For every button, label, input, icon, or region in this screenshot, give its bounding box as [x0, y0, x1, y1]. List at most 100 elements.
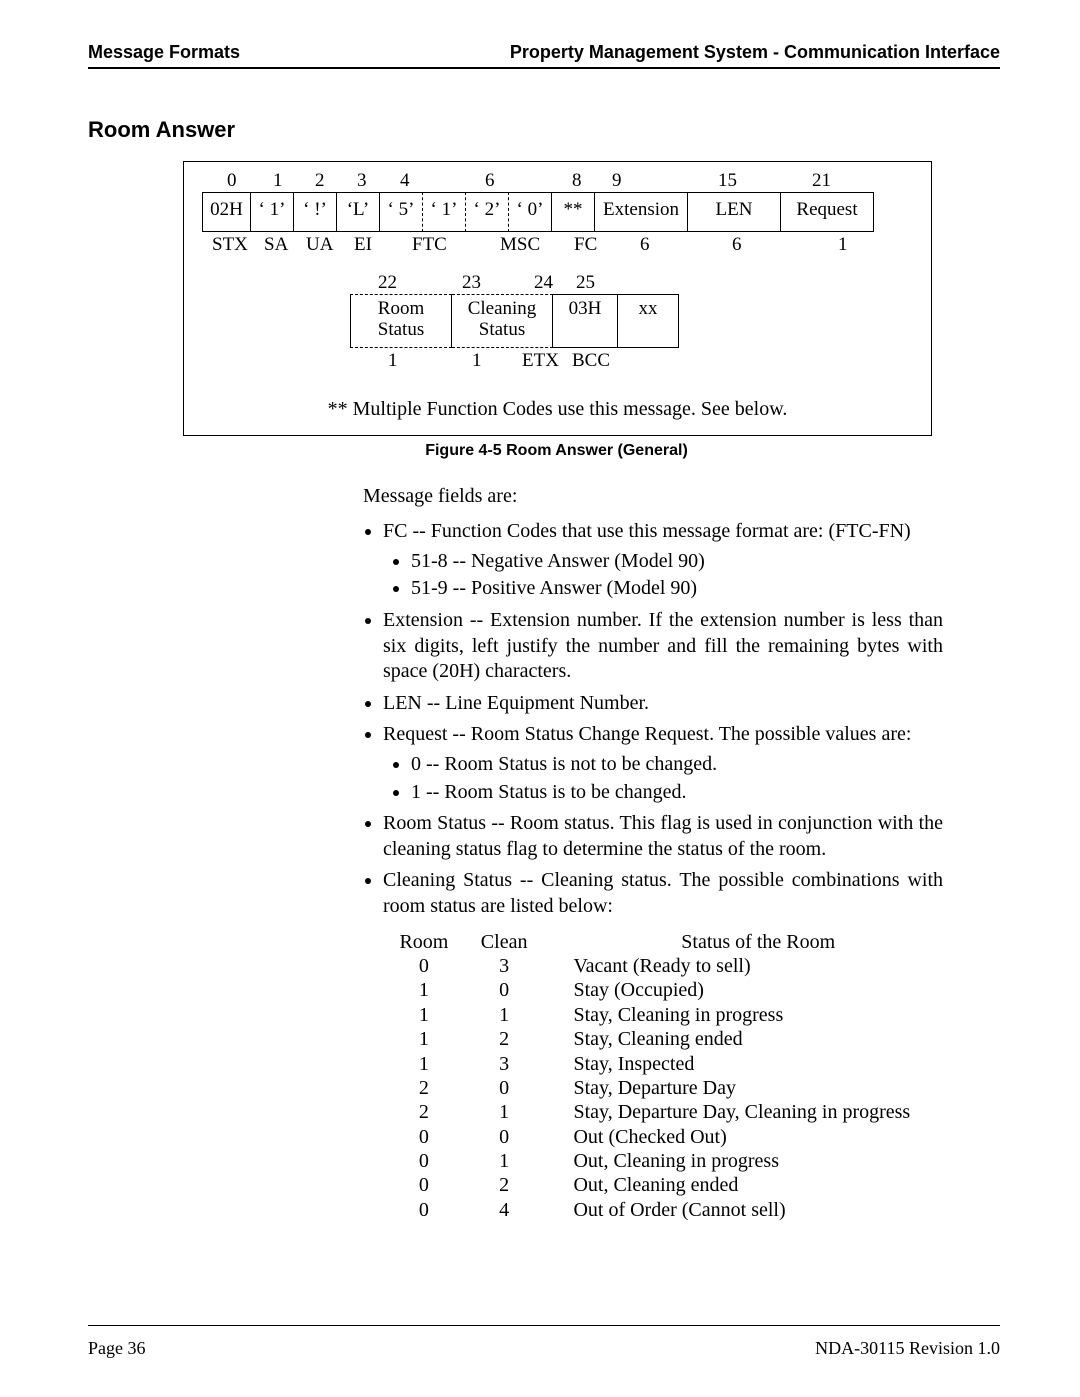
footer-doc: NDA-30115 Revision 1.0: [815, 1338, 1000, 1359]
table-cell: 0: [463, 978, 546, 1002]
table-cell: 2: [463, 1027, 546, 1051]
field-label: 6: [640, 234, 650, 256]
field-label: 6: [732, 234, 742, 256]
table-cell: Vacant (Ready to sell): [545, 954, 943, 978]
table-row: 10Stay (Occupied): [385, 978, 943, 1002]
table-cell: Stay, Cleaning in progress: [545, 1003, 943, 1027]
byte-index: 8: [572, 170, 582, 192]
table-cell: 1: [463, 1003, 546, 1027]
table-cell: 1: [385, 978, 463, 1002]
table-cell: 0: [385, 1149, 463, 1173]
table-cell: 2: [385, 1100, 463, 1124]
list-sub-item: 51-9 -- Positive Answer (Model 90): [411, 576, 943, 602]
table-header: Room: [385, 930, 463, 954]
table-cell: Stay (Occupied): [545, 978, 943, 1002]
field-label: 1: [472, 350, 482, 372]
table-cell: 2: [385, 1076, 463, 1100]
byte-index: 6: [485, 170, 495, 192]
table-cell: 2: [463, 1173, 546, 1197]
table-row: 11Stay, Cleaning in progress: [385, 1003, 943, 1027]
diagram-cell: Request: [781, 192, 874, 232]
table-cell: 0: [385, 954, 463, 978]
footer-page: Page 36: [88, 1338, 146, 1359]
field-label: ETX: [522, 350, 559, 372]
table-row: 20Stay, Departure Day: [385, 1076, 943, 1100]
page-header: Message Formats Property Management Syst…: [88, 42, 1000, 69]
field-label: SA: [264, 234, 288, 256]
table-cell: 1: [463, 1100, 546, 1124]
byte-index: 22: [378, 272, 397, 294]
table-cell: Stay, Departure Day: [545, 1076, 943, 1100]
byte-index: 15: [718, 170, 737, 192]
byte-index: 0: [227, 170, 237, 192]
list-item: Request -- Room Status Change Request. T…: [383, 722, 943, 805]
field-label: UA: [306, 234, 333, 256]
diagram-cell: ‘ 1’: [251, 192, 294, 232]
diagram-cell: ‘ 5’: [380, 192, 423, 232]
table-row: 21Stay, Departure Day, Cleaning in progr…: [385, 1100, 943, 1124]
diagram-note: ** Multiple Function Codes use this mess…: [184, 398, 931, 421]
diagram-cell: ‘ !’: [294, 192, 337, 232]
table-header: Clean: [463, 930, 546, 954]
list-sub-item: 1 -- Room Status is to be changed.: [411, 780, 943, 806]
diagram-cell: LEN: [688, 192, 781, 232]
table-cell: 0: [463, 1125, 546, 1149]
diagram-cell: ‘L’: [337, 192, 380, 232]
diagram-cell: ‘ 2’: [466, 192, 509, 232]
table-row: 02Out, Cleaning ended: [385, 1173, 943, 1197]
table-header: Status of the Room: [545, 930, 943, 954]
diagram-cell: CleaningStatus: [452, 294, 553, 348]
byte-index: 9: [612, 170, 622, 192]
byte-index: 2: [315, 170, 325, 192]
table-cell: Out, Cleaning ended: [545, 1173, 943, 1197]
diagram-cell: 03H: [553, 294, 618, 348]
field-label: BCC: [572, 350, 610, 372]
table-row: 13Stay, Inspected: [385, 1052, 943, 1076]
table-cell: Stay, Departure Day, Cleaning in progres…: [545, 1100, 943, 1124]
table-cell: 3: [463, 954, 546, 978]
table-row: 04Out of Order (Cannot sell): [385, 1198, 943, 1222]
table-cell: Out of Order (Cannot sell): [545, 1198, 943, 1222]
diagram-cell: ‘ 0’: [509, 192, 552, 232]
table-cell: 0: [385, 1125, 463, 1149]
table-row: 12Stay, Cleaning ended: [385, 1027, 943, 1051]
diagram-cell: Extension: [595, 192, 688, 232]
field-label: MSC: [500, 234, 540, 256]
table-cell: 0: [463, 1076, 546, 1100]
table-cell: 0: [385, 1198, 463, 1222]
table-cell: 1: [385, 1027, 463, 1051]
list-sub-item: 0 -- Room Status is not to be changed.: [411, 752, 943, 778]
field-label: STX: [212, 234, 248, 256]
list-item: LEN -- Line Equipment Number.: [383, 691, 943, 717]
table-cell: Out (Checked Out): [545, 1125, 943, 1149]
message-diagram: 012346891521 02H‘ 1’‘ !’‘L’‘ 5’‘ 1’‘ 2’‘…: [183, 161, 932, 436]
table-cell: Out, Cleaning in progress: [545, 1149, 943, 1173]
section-title: Room Answer: [88, 117, 1000, 143]
table-cell: 1: [385, 1052, 463, 1076]
list-item: FC -- Function Codes that use this messa…: [383, 519, 943, 602]
list-item: Extension -- Extension number. If the ex…: [383, 608, 943, 685]
field-label: FTC: [412, 234, 447, 256]
table-cell: 4: [463, 1198, 546, 1222]
field-label: 1: [838, 234, 848, 256]
byte-index: 25: [576, 272, 595, 294]
byte-index: 3: [357, 170, 367, 192]
page-footer: Page 36 NDA-30115 Revision 1.0: [88, 1325, 1000, 1359]
table-cell: Stay, Inspected: [545, 1052, 943, 1076]
byte-index: 24: [534, 272, 553, 294]
field-label: EI: [354, 234, 372, 256]
body-text: Message fields are: FC -- Function Codes…: [363, 484, 943, 1223]
byte-index: 1: [273, 170, 283, 192]
figure-caption: Figure 4-5 Room Answer (General): [183, 442, 930, 460]
header-right: Property Management System - Communicati…: [510, 42, 1000, 63]
intro-line: Message fields are:: [363, 484, 943, 510]
table-cell: 0: [385, 1173, 463, 1197]
field-label: 1: [388, 350, 398, 372]
field-label: FC: [574, 234, 597, 256]
byte-index: 4: [400, 170, 410, 192]
diagram-cell: ‘ 1’: [423, 192, 466, 232]
table-cell: Stay, Cleaning ended: [545, 1027, 943, 1051]
table-row: 01Out, Cleaning in progress: [385, 1149, 943, 1173]
list-sub-item: 51-8 -- Negative Answer (Model 90): [411, 549, 943, 575]
diagram-cell: RoomStatus: [350, 294, 452, 348]
